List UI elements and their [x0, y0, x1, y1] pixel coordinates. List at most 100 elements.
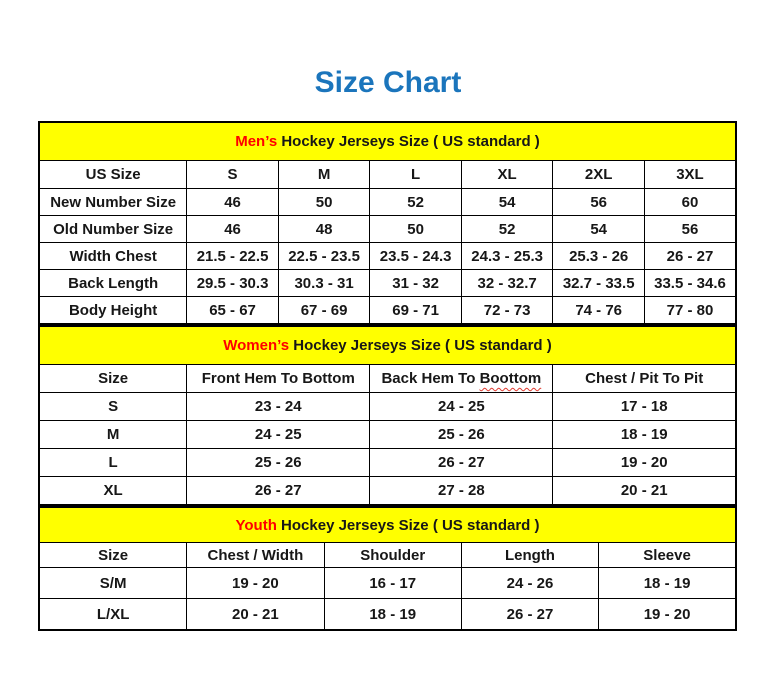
size-value: 72 - 73	[460, 296, 554, 325]
womens-size-table: Women’s Hockey Jerseys Size ( US standar…	[38, 325, 737, 506]
size-value: 17 - 18	[552, 392, 737, 421]
youth-size-table: Youth Hockey Jerseys Size ( US standard …	[38, 506, 737, 631]
size-value: 48	[277, 215, 371, 243]
column-header: XL	[460, 160, 554, 189]
size-value: 50	[277, 188, 371, 216]
size-value: 20 - 21	[186, 598, 325, 631]
size-value: 31 - 32	[369, 269, 462, 297]
misspelled-word: Boottom	[479, 370, 542, 387]
mens-header-row: US Size S M L XL 2XL 3XL	[38, 160, 737, 189]
youth-section-header: Youth Hockey Jerseys Size ( US standard …	[38, 506, 737, 543]
size-value: 56	[552, 188, 645, 216]
table-row: L/XL 20 - 21 18 - 19 26 - 27 19 - 20	[38, 598, 737, 631]
table-row: Old Number Size 46 48 50 52 54 56	[38, 215, 737, 243]
size-value: 60	[643, 188, 737, 216]
size-value: 21.5 - 22.5	[186, 242, 279, 270]
row-label: S	[38, 392, 188, 421]
row-label: Body Height	[38, 296, 188, 325]
row-label: M	[38, 420, 188, 449]
row-label: Width Chest	[38, 242, 188, 270]
size-value: 25 - 26	[369, 420, 554, 449]
table-row: Back Length 29.5 - 30.3 30.3 - 31 31 - 32 32…	[38, 269, 737, 297]
size-value: 19 - 20	[186, 567, 325, 599]
column-header: L	[369, 160, 462, 189]
youth-accent-label: Youth	[235, 516, 277, 534]
size-value: 52	[460, 215, 554, 243]
size-value: 32 - 32.7	[460, 269, 554, 297]
size-value: 33.5 - 34.6	[643, 269, 737, 297]
size-value: 30.3 - 31	[277, 269, 371, 297]
column-header: US Size	[38, 160, 188, 189]
size-value: 67 - 69	[277, 296, 371, 325]
table-row: XL 26 - 27 27 - 28 20 - 21	[38, 476, 737, 506]
womens-section-header: Women’s Hockey Jerseys Size ( US standar…	[38, 325, 737, 365]
size-value: 56	[643, 215, 737, 243]
size-value: 18 - 19	[323, 598, 462, 631]
mens-accent-label: Men’s	[235, 133, 278, 150]
size-value: 26 - 27	[186, 476, 371, 506]
table-row: Width Chest 21.5 - 22.5 22.5 - 23.5 23.5 - …	[38, 242, 737, 270]
size-value: 29.5 - 30.3	[186, 269, 279, 297]
column-header: Size	[38, 542, 188, 568]
size-value: 16 - 17	[323, 567, 462, 599]
column-header: Size	[38, 364, 188, 393]
row-label: XL	[38, 476, 188, 506]
size-value: 26 - 27	[460, 598, 600, 631]
row-label: L	[38, 448, 188, 477]
size-value: 24 - 26	[460, 567, 600, 599]
womens-accent-label: Women’s	[223, 337, 290, 354]
table-row: L 25 - 26 26 - 27 19 - 20	[38, 448, 737, 477]
youth-header-row: Size Chest / Width Shoulder Length Sleeve	[38, 542, 737, 568]
size-value: 26 - 27	[643, 242, 737, 270]
size-value: 18 - 19	[598, 567, 737, 599]
mens-section-header: Men’s Hockey Jerseys Size ( US standard …	[38, 121, 737, 161]
column-header: Length	[460, 542, 600, 568]
size-value: 24 - 25	[369, 392, 554, 421]
mens-size-table: Men’s Hockey Jerseys Size ( US standard …	[38, 121, 737, 325]
size-value: 20 - 21	[552, 476, 737, 506]
size-value: 22.5 - 23.5	[277, 242, 371, 270]
womens-header-row: Size Front Hem To Bottom Back Hem To Boott…	[38, 364, 737, 393]
size-value: 32.7 - 33.5	[552, 269, 645, 297]
row-label: Back Length	[38, 269, 188, 297]
table-row: M 24 - 25 25 - 26 18 - 19	[38, 420, 737, 449]
size-value: 24.3 - 25.3	[460, 242, 554, 270]
size-value: 18 - 19	[552, 420, 737, 449]
column-header: Chest / Pit To Pit	[552, 364, 737, 393]
size-value: 19 - 20	[598, 598, 737, 631]
column-header: M	[277, 160, 371, 189]
size-value: 77 - 80	[643, 296, 737, 325]
size-value: 65 - 67	[186, 296, 279, 325]
size-value: 19 - 20	[552, 448, 737, 477]
size-chart-tables: Men’s Hockey Jerseys Size ( US standard …	[38, 121, 737, 631]
column-header: Shoulder	[323, 542, 462, 568]
size-value: 25 - 26	[186, 448, 371, 477]
column-header: 3XL	[643, 160, 737, 189]
column-header: Back Hem To Boottom	[369, 364, 554, 393]
row-label: L/XL	[38, 598, 188, 631]
row-label: New Number Size	[38, 188, 188, 216]
table-row: S 23 - 24 24 - 25 17 - 18	[38, 392, 737, 421]
size-value: 46	[186, 215, 279, 243]
column-header: Sleeve	[598, 542, 737, 568]
table-row: New Number Size 46 50 52 54 56 60	[38, 188, 737, 216]
size-value: 27 - 28	[369, 476, 554, 506]
table-row: S/M 19 - 20 16 - 17 24 - 26 18 - 19	[38, 567, 737, 599]
size-value: 54	[552, 215, 645, 243]
size-value: 46	[186, 188, 279, 216]
size-value: 74 - 76	[552, 296, 645, 325]
size-value: 52	[369, 188, 462, 216]
row-label: S/M	[38, 567, 188, 599]
row-label: Old Number Size	[38, 215, 188, 243]
size-value: 69 - 71	[369, 296, 462, 325]
size-value: 50	[369, 215, 462, 243]
size-value: 24 - 25	[186, 420, 371, 449]
table-row: Body Height 65 - 67 67 - 69 69 - 71 72 - 73 7…	[38, 296, 737, 325]
size-value: 25.3 - 26	[552, 242, 645, 270]
column-header: Front Hem To Bottom	[186, 364, 371, 393]
size-value: 26 - 27	[369, 448, 554, 477]
size-value: 23 - 24	[186, 392, 371, 421]
column-header: Chest / Width	[186, 542, 325, 568]
column-header: 2XL	[552, 160, 645, 189]
page-title: Size Chart	[314, 66, 462, 99]
